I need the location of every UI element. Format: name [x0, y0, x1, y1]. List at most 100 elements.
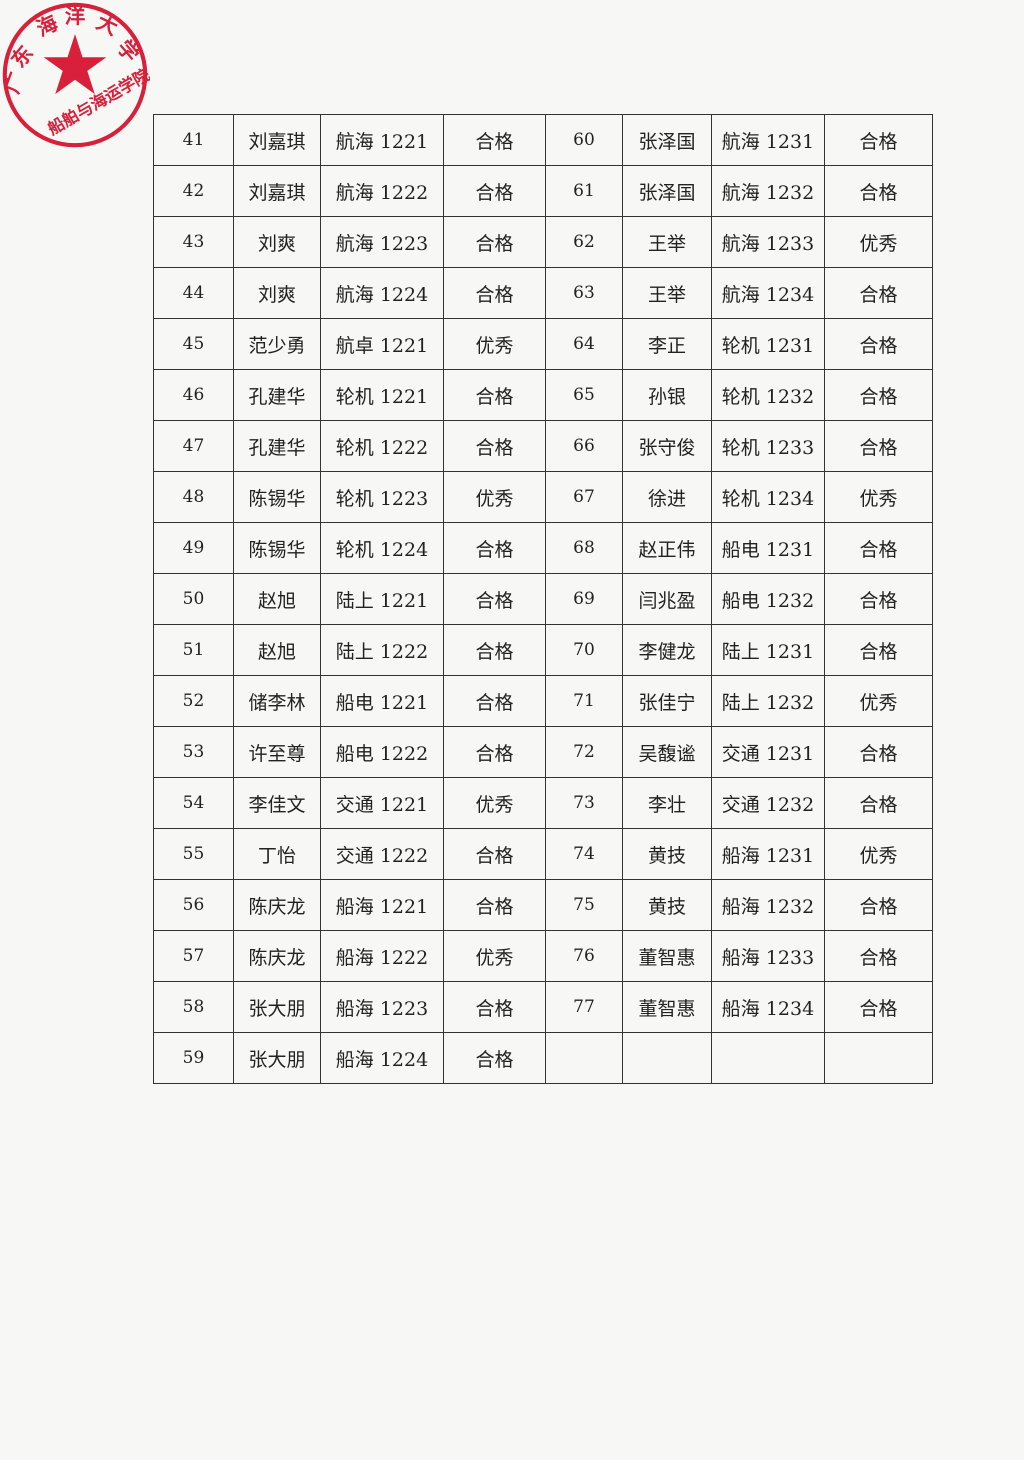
cell-class: 轮机 1231 [711, 318, 825, 370]
cell-name: 陈锡华 [233, 471, 321, 523]
cell-class: 航海 1233 [711, 216, 825, 268]
cell-grade: 合格 [443, 624, 546, 676]
cell-class: 船海 1222 [320, 930, 444, 982]
cell-name: 张守俊 [622, 420, 712, 472]
cell-index: 59 [153, 1032, 234, 1084]
cell-class: 交通 1231 [711, 726, 825, 778]
results-table: 41 刘嘉琪 航海 1221 合格 60 张泽国 航海 1231 合格 42 刘嘉琪 航海 1222… [153, 114, 933, 1084]
cell-grade: 合格 [824, 777, 933, 829]
cell-grade: 合格 [443, 369, 546, 421]
cell-class: 船电 1231 [711, 522, 825, 574]
cell-name: 刘爽 [233, 216, 321, 268]
cell-grade: 合格 [824, 879, 933, 931]
cell-grade: 合格 [824, 522, 933, 574]
cell-class: 交通 1232 [711, 777, 825, 829]
table-row: 43 刘爽 航海 1223 合格 62 王举 航海 1233 优秀 [153, 216, 933, 268]
cell-class: 航海 1223 [320, 216, 444, 268]
cell-name: 李正 [622, 318, 712, 370]
cell-index: 68 [545, 522, 623, 574]
cell-name: 陈庆龙 [233, 930, 321, 982]
cell-grade: 合格 [824, 981, 933, 1033]
cell-grade: 合格 [824, 369, 933, 421]
cell-name: 陈庆龙 [233, 879, 321, 931]
cell-name: 张泽国 [622, 114, 712, 166]
cell-name: 孔建华 [233, 369, 321, 421]
cell-class [711, 1032, 825, 1084]
cell-grade: 合格 [824, 420, 933, 472]
cell-index: 75 [545, 879, 623, 931]
table-row: 52 储李林 船电 1221 合格 71 张佳宁 陆上 1232 优秀 [153, 675, 933, 727]
cell-name: 刘嘉琪 [233, 165, 321, 217]
cell-grade: 合格 [443, 879, 546, 931]
cell-class: 陆上 1231 [711, 624, 825, 676]
cell-grade: 合格 [443, 420, 546, 472]
cell-index: 44 [153, 267, 234, 319]
cell-grade: 合格 [443, 573, 546, 625]
cell-index: 56 [153, 879, 234, 931]
cell-class: 航海 1234 [711, 267, 825, 319]
cell-class: 轮机 1224 [320, 522, 444, 574]
cell-grade: 优秀 [443, 930, 546, 982]
cell-name: 张大朋 [233, 981, 321, 1033]
cell-grade: 合格 [824, 267, 933, 319]
cell-grade: 优秀 [824, 216, 933, 268]
cell-name [622, 1032, 712, 1084]
cell-grade [824, 1032, 933, 1084]
cell-class: 航海 1222 [320, 165, 444, 217]
cell-grade: 合格 [824, 624, 933, 676]
table-row: 47 孔建华 轮机 1222 合格 66 张守俊 轮机 1233 合格 [153, 420, 933, 472]
cell-name: 闫兆盈 [622, 573, 712, 625]
cell-name: 许至尊 [233, 726, 321, 778]
cell-class: 航海 1221 [320, 114, 444, 166]
cell-index: 64 [545, 318, 623, 370]
svg-text:船舶与海运学院: 船舶与海运学院 [45, 65, 150, 139]
cell-class: 船海 1224 [320, 1032, 444, 1084]
cell-name: 张佳宁 [622, 675, 712, 727]
cell-name: 王举 [622, 216, 712, 268]
cell-name: 黄技 [622, 828, 712, 880]
table-row: 49 陈锡华 轮机 1224 合格 68 赵正伟 船电 1231 合格 [153, 522, 933, 574]
cell-name: 董智惠 [622, 930, 712, 982]
cell-class: 陆上 1221 [320, 573, 444, 625]
cell-index: 69 [545, 573, 623, 625]
table-row: 45 范少勇 航卓 1221 优秀 64 李正 轮机 1231 合格 [153, 318, 933, 370]
official-seal: 广 东 海 洋 大 学 船舶与海运学院 [0, 2, 150, 148]
cell-index: 42 [153, 165, 234, 217]
cell-index: 50 [153, 573, 234, 625]
cell-name: 张泽国 [622, 165, 712, 217]
cell-class: 轮机 1234 [711, 471, 825, 523]
table-row: 58 张大朋 船海 1223 合格 77 董智惠 船海 1234 合格 [153, 981, 933, 1033]
cell-index: 66 [545, 420, 623, 472]
cell-class: 轮机 1232 [711, 369, 825, 421]
cell-index: 65 [545, 369, 623, 421]
cell-name: 张大朋 [233, 1032, 321, 1084]
table-row: 44 刘爽 航海 1224 合格 63 王举 航海 1234 合格 [153, 267, 933, 319]
cell-grade: 合格 [443, 675, 546, 727]
table-row: 54 李佳文 交通 1221 优秀 73 李壮 交通 1232 合格 [153, 777, 933, 829]
cell-name: 陈锡华 [233, 522, 321, 574]
cell-index: 41 [153, 114, 234, 166]
table-row: 57 陈庆龙 船海 1222 优秀 76 董智惠 船海 1233 合格 [153, 930, 933, 982]
cell-grade: 优秀 [824, 471, 933, 523]
cell-grade: 合格 [443, 828, 546, 880]
cell-class: 船海 1234 [711, 981, 825, 1033]
cell-grade: 优秀 [824, 675, 933, 727]
table-row: 41 刘嘉琪 航海 1221 合格 60 张泽国 航海 1231 合格 [153, 114, 933, 166]
cell-grade: 优秀 [443, 471, 546, 523]
cell-index: 43 [153, 216, 234, 268]
cell-index: 67 [545, 471, 623, 523]
cell-class: 轮机 1223 [320, 471, 444, 523]
cell-class: 轮机 1221 [320, 369, 444, 421]
star-icon [43, 34, 107, 95]
cell-grade: 合格 [443, 1032, 546, 1084]
cell-index: 77 [545, 981, 623, 1033]
cell-grade: 合格 [824, 165, 933, 217]
cell-class: 轮机 1222 [320, 420, 444, 472]
cell-name: 赵旭 [233, 573, 321, 625]
cell-grade: 合格 [824, 318, 933, 370]
table-row: 56 陈庆龙 船海 1221 合格 75 黄技 船海 1232 合格 [153, 879, 933, 931]
cell-grade: 优秀 [443, 318, 546, 370]
cell-class: 船海 1231 [711, 828, 825, 880]
cell-grade: 合格 [443, 522, 546, 574]
table-row: 46 孔建华 轮机 1221 合格 65 孙银 轮机 1232 合格 [153, 369, 933, 421]
